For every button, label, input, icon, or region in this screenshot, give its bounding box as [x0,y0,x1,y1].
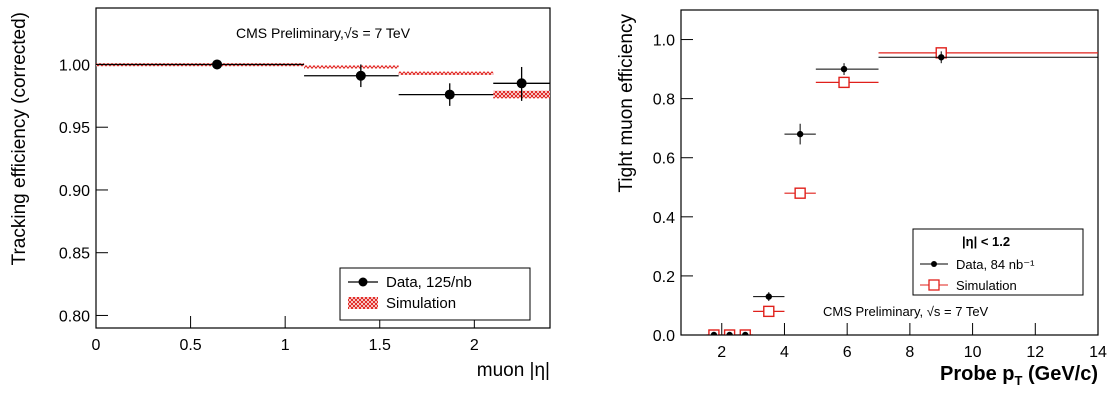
right-x-tick-label: 6 [843,344,852,361]
right-y-tick-label: 1.0 [653,33,675,50]
left-legend-data-label: Data, 125/nb [386,274,472,291]
left-y-tick-label: 0.95 [59,120,90,137]
right-legend: |η| < 1.2 Data, 84 nb⁻¹ Simulation [912,228,1084,296]
left-legend: Data, 125/nb Simulation [339,267,531,321]
data-point [765,293,772,300]
right-y-tick-label: 0.2 [653,269,675,286]
right-y-tick-label: 0.8 [653,92,675,109]
right-y-tick-label: 0.0 [653,328,675,345]
data-point [444,89,455,100]
left-x-axis-label: muon |η| [477,360,550,381]
data-point [840,65,848,73]
left-legend-data-marker [358,277,368,287]
left-chart: 0.80 0.85 0.90 0.95 1.00 0 0.5 1 1.5 2 CMS Preli… [9,7,551,381]
right-x-tick-label: 14 [1089,344,1107,361]
right-x-axis: 2 4 6 8 10 12 14 [717,323,1107,361]
right-plot-frame [680,9,1099,336]
right-legend-header: |η| < 1.2 [962,234,1010,249]
left-y-axis: 0.80 0.85 0.90 0.95 1.00 [59,57,108,325]
simulation-point [794,187,806,199]
simulation-point [838,76,850,89]
simulation-band [398,71,494,75]
left-legend-box [339,267,531,321]
right-x-tick-label: 4 [780,344,789,361]
left-y-tick-label: 0.85 [59,246,90,263]
data-point [938,54,945,61]
left-legend-sim-swatch [348,297,378,309]
right-legend-sim-marker [928,279,940,291]
left-data-marks [96,59,550,106]
left-x-tick-label: 0.5 [179,337,201,354]
right-x-tick-label: 12 [1026,344,1044,361]
data-point [516,78,527,89]
right-annotation: CMS Preliminary, √s = 7 TeV [823,304,989,319]
right-x-tick-label: 2 [717,344,726,361]
right-x-axis-label: Probe pT (GeV/c) [940,363,1098,388]
left-legend-sim-label: Simulation [386,295,456,312]
right-legend-box [912,228,1084,296]
data-point [742,331,749,335]
data-point [212,59,223,70]
data-point [726,331,733,335]
left-y-tick-label: 0.90 [59,183,90,200]
left-plot-frame [95,7,551,329]
right-x-tick-label: 8 [905,344,914,361]
data-point [355,70,366,81]
left-y-axis-label: Tracking efficiency (corrected) [9,12,30,265]
left-y-tick-label: 0.80 [59,308,90,325]
right-y-axis: 0.0 0.2 0.4 0.6 0.8 1.0 [653,33,693,345]
left-y-tick-label: 1.00 [59,57,90,74]
left-x-axis: 0 0.5 1 1.5 2 [92,316,479,354]
data-point [710,331,718,335]
left-x-tick-label: 0 [92,337,101,354]
right-legend-data-marker [931,261,937,267]
left-annotation: CMS Preliminary,√s = 7 TeV [236,25,411,41]
left-x-tick-label: 1 [281,337,290,354]
data-point [796,130,804,138]
simulation-band [304,65,399,69]
right-x-tick-label: 10 [964,344,982,361]
right-y-tick-label: 0.4 [653,210,675,227]
right-legend-sim-label: Simulation [956,278,1017,293]
right-y-axis-label: Tight muon efficiency [616,14,637,193]
left-x-tick-label: 1.5 [369,337,391,354]
right-y-tick-label: 0.6 [653,151,675,168]
right-data-marks [706,47,1098,335]
left-x-tick-label: 2 [470,337,479,354]
right-legend-data-label: Data, 84 nb⁻¹ [956,257,1035,272]
simulation-point [763,305,775,318]
right-chart: 0.0 0.2 0.4 0.6 0.8 1.0 2 4 6 8 10 12 14 CMS Prelim… [616,9,1107,388]
